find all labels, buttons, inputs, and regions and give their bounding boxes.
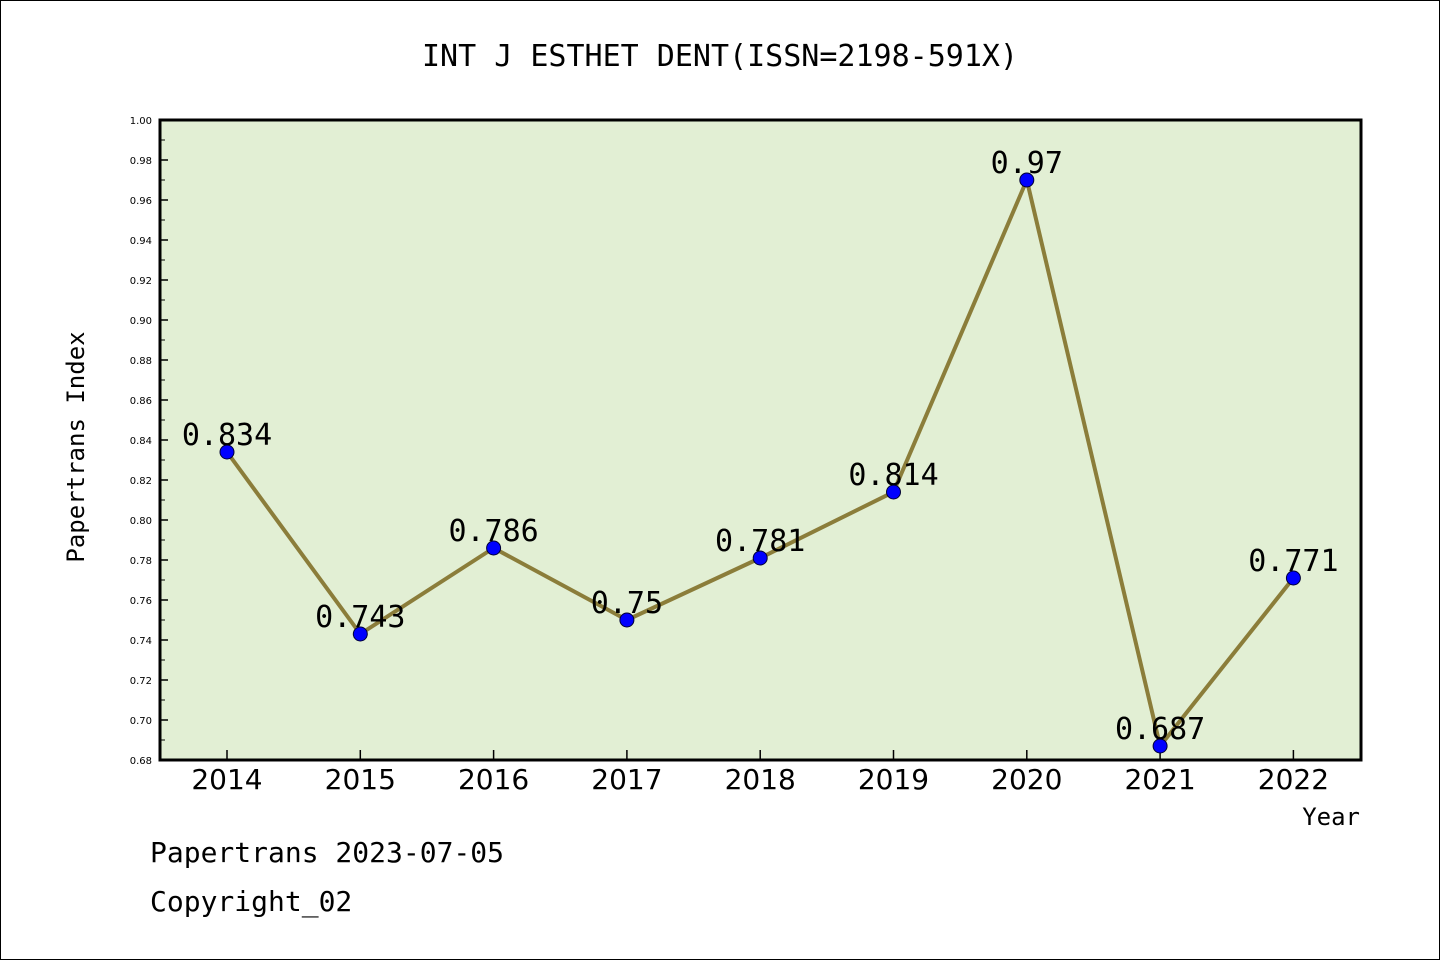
y-axis: 0.68 0.70 0.72 0.74 0.76 0.78 0.80 0.82 0.84 0.86…	[130, 116, 168, 767]
x-axis-label: Year	[1302, 803, 1360, 831]
data-label: 0.97	[991, 146, 1063, 181]
data-label: 0.75	[591, 586, 663, 621]
x-tick-label: 2015	[325, 763, 396, 796]
data-label: 0.743	[315, 600, 405, 635]
y-tick-label: 1.00	[130, 116, 152, 127]
y-tick-label: 0.74	[130, 636, 152, 647]
y-tick-label: 0.98	[130, 156, 152, 167]
y-tick-label: 0.94	[130, 236, 152, 247]
data-point	[619, 612, 635, 628]
y-tick-label: 0.92	[130, 276, 152, 287]
data-label: 0.771	[1248, 544, 1338, 579]
plot-area	[158, 118, 1363, 762]
y-axis-label: Papertrans Index	[62, 331, 90, 562]
x-axis: 2014 2015 2016 2017 2018 2019 2020 2021 2022	[191, 750, 1329, 796]
y-tick-label: 0.86	[130, 396, 152, 407]
y-tick-label: 0.88	[130, 356, 152, 367]
data-point	[219, 444, 235, 460]
y-tick-label: 0.70	[130, 716, 152, 727]
x-tick-label: 2014	[191, 763, 262, 796]
data-point	[352, 626, 368, 642]
x-tick-label: 2021	[1124, 763, 1195, 796]
data-label: 0.687	[1115, 712, 1205, 747]
x-tick-label: 2016	[458, 763, 529, 796]
x-tick-label: 2022	[1258, 763, 1329, 796]
data-label: 0.781	[715, 524, 805, 559]
x-tick-label: 2020	[991, 763, 1062, 796]
data-label: 0.834	[182, 418, 272, 453]
y-tick-label: 0.72	[130, 676, 152, 687]
y-tick-label: 0.96	[130, 196, 152, 207]
data-point	[1019, 172, 1035, 188]
footer-copyright: Copyright_02	[150, 885, 353, 918]
data-label: 0.814	[848, 458, 938, 493]
data-point	[486, 540, 502, 556]
data-point	[1152, 738, 1168, 754]
data-point	[886, 484, 901, 500]
x-tick-label: 2018	[725, 763, 796, 796]
data-point	[1285, 570, 1301, 586]
footer-date: Papertrans 2023-07-05	[150, 836, 505, 869]
y-tick-label: 0.68	[130, 756, 152, 767]
data-point	[752, 550, 768, 566]
y-tick-label: 0.78	[130, 556, 152, 567]
chart-title: INT J ESTHET DENT(ISSN=2198-591X)	[422, 39, 1018, 74]
x-tick-label: 2017	[591, 763, 662, 796]
series-group: 0.834 0.743 0.786 0.75 0.781 0.814 0.97 0.687 0.…	[182, 146, 1339, 754]
y-tick-label: 0.82	[130, 476, 152, 487]
y-tick-label: 0.84	[130, 436, 152, 447]
y-tick-label: 0.80	[130, 516, 152, 527]
x-tick-label: 2019	[858, 763, 929, 796]
y-tick-label: 0.90	[130, 316, 152, 327]
y-tick-label: 0.76	[130, 596, 152, 607]
data-label: 0.786	[448, 514, 538, 549]
